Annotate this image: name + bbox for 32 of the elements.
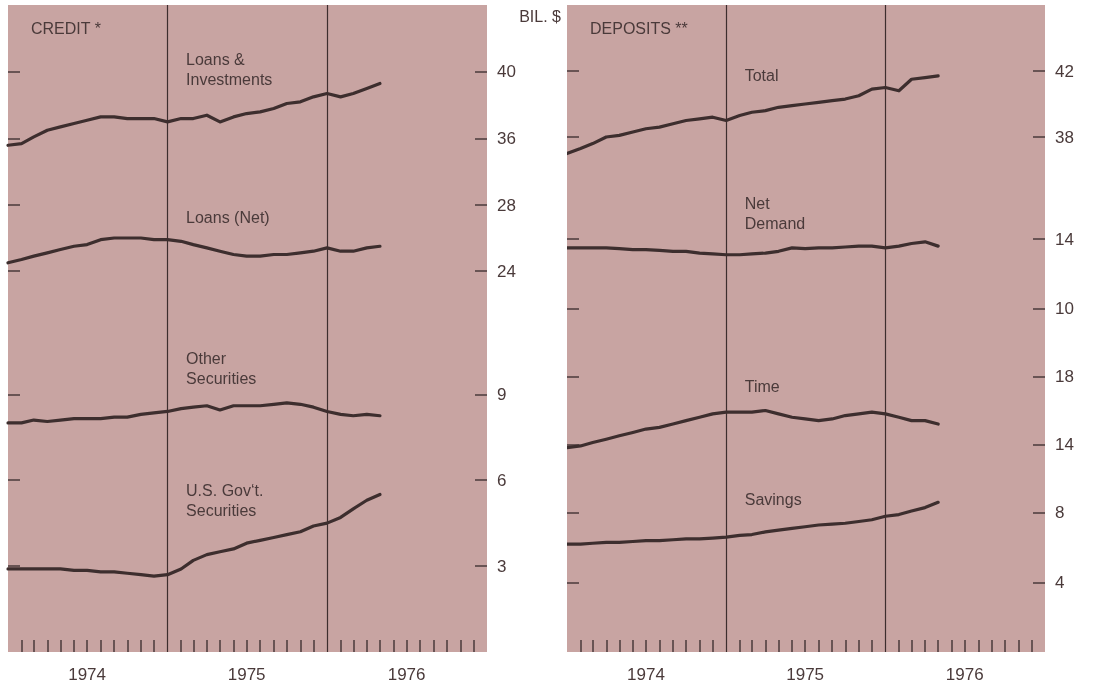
y-tick-label: 14 [1055, 434, 1074, 454]
y-tick-label: 42 [1055, 61, 1074, 81]
x-tick-label: 1976 [387, 665, 426, 683]
x-tick-label: 1975 [227, 665, 266, 683]
y-tick-label: 9 [497, 384, 507, 404]
series-label: Loans & Investments [186, 51, 273, 89]
series-label: Net Demand [744, 195, 806, 233]
series-label: Total [744, 66, 779, 84]
y-tick-label: 6 [497, 470, 507, 490]
series-label: Savings [744, 490, 802, 508]
y-tick-label: 24 [497, 261, 516, 281]
y-tick-label: 38 [1055, 127, 1074, 147]
y-tick-label: 18 [1055, 367, 1074, 387]
text: DEPOSITS ** [590, 19, 688, 37]
series-label: Time [744, 378, 780, 395]
y-tick-label: 8 [1055, 503, 1065, 523]
y-tick-label: 40 [497, 62, 516, 82]
series-label: U.S. Gov‘t. Securities [186, 482, 268, 520]
x-tick-label: 1974 [68, 665, 107, 683]
series-label: Loans (Net) [186, 208, 270, 226]
y-axis-title: BIL. $ [519, 7, 562, 25]
y-tick-label: 4 [1055, 572, 1065, 592]
x-tick-label: 1975 [786, 665, 825, 683]
x-tick-label: 1974 [627, 665, 665, 683]
y-tick-label: 10 [1055, 298, 1074, 318]
x-tick-label: 1976 [945, 665, 984, 683]
series-label: Other Securities [186, 350, 257, 388]
y-tick-label: 28 [497, 195, 516, 215]
y-tick-label: 36 [497, 129, 516, 149]
y-tick-label: 14 [1055, 229, 1074, 249]
text: CREDIT * [31, 19, 101, 37]
y-tick-label: 3 [497, 556, 507, 576]
